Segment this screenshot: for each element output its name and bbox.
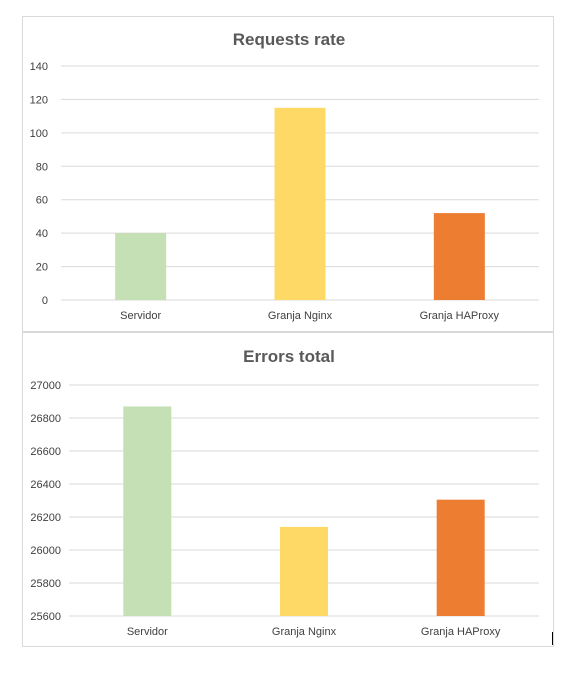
errors-total-chart: Errors total 25600 25800 26000 26200 26400 266… bbox=[22, 332, 554, 647]
chart-1-y-tick-label: 27000 bbox=[30, 380, 61, 392]
chart-1-category-label: Granja Nginx bbox=[272, 626, 337, 638]
chart-0-y-tick-label: 80 bbox=[36, 161, 48, 173]
text-cursor bbox=[552, 632, 553, 645]
chart-1-y-tick-label: 26000 bbox=[30, 545, 61, 557]
chart-0-y-tick-label: 140 bbox=[30, 61, 48, 73]
chart-0-y-tick-label: 20 bbox=[36, 262, 48, 274]
chart-0-bar-servidor bbox=[115, 233, 167, 300]
chart-0-y-tick-label: 0 bbox=[42, 295, 48, 307]
chart-1-y-tick-label: 25800 bbox=[30, 578, 61, 590]
chart-1-y-tick-label: 26800 bbox=[30, 413, 61, 425]
chart-0-y-tick-label: 60 bbox=[36, 195, 48, 207]
chart-0-y-tick-label: 40 bbox=[36, 228, 48, 240]
chart-0-category-label: Servidor bbox=[120, 310, 161, 322]
chart-0-y-tick-label: 120 bbox=[30, 94, 48, 106]
requests-rate-chart: Requests rate 0 20 40 60 80 100 120 140 Servidor G… bbox=[22, 16, 554, 332]
chart-0-category-label: Granja HAProxy bbox=[420, 310, 500, 322]
chart-1-title: Errors total bbox=[243, 347, 335, 366]
chart-0-bar-granja-nginx bbox=[274, 107, 326, 301]
chart-0-bar-granja-haproxy bbox=[433, 213, 485, 300]
errors-total-plot: Errors total 25600 25800 26000 26200 26400 266… bbox=[30, 347, 539, 638]
chart-1-bar-granja-haproxy bbox=[436, 499, 485, 616]
chart-0-title: Requests rate bbox=[233, 30, 345, 49]
chart-1-y-tick-label: 25600 bbox=[30, 611, 61, 623]
chart-0-y-tick-label: 100 bbox=[30, 128, 48, 140]
chart-1-bar-servidor bbox=[123, 406, 172, 616]
chart-1-y-tick-label: 26600 bbox=[30, 446, 61, 458]
requests-rate-plot: Requests rate 0 20 40 60 80 100 120 140 Servidor G… bbox=[30, 30, 539, 322]
chart-1-y-tick-label: 26200 bbox=[30, 512, 61, 524]
chart-1-category-label: Granja HAProxy bbox=[421, 626, 501, 638]
chart-1-y-tick-label: 26400 bbox=[30, 479, 61, 491]
chart-0-category-label: Granja Nginx bbox=[268, 310, 333, 322]
chart-1-bar-granja-nginx bbox=[280, 526, 328, 616]
chart-1-category-label: Servidor bbox=[127, 626, 168, 638]
